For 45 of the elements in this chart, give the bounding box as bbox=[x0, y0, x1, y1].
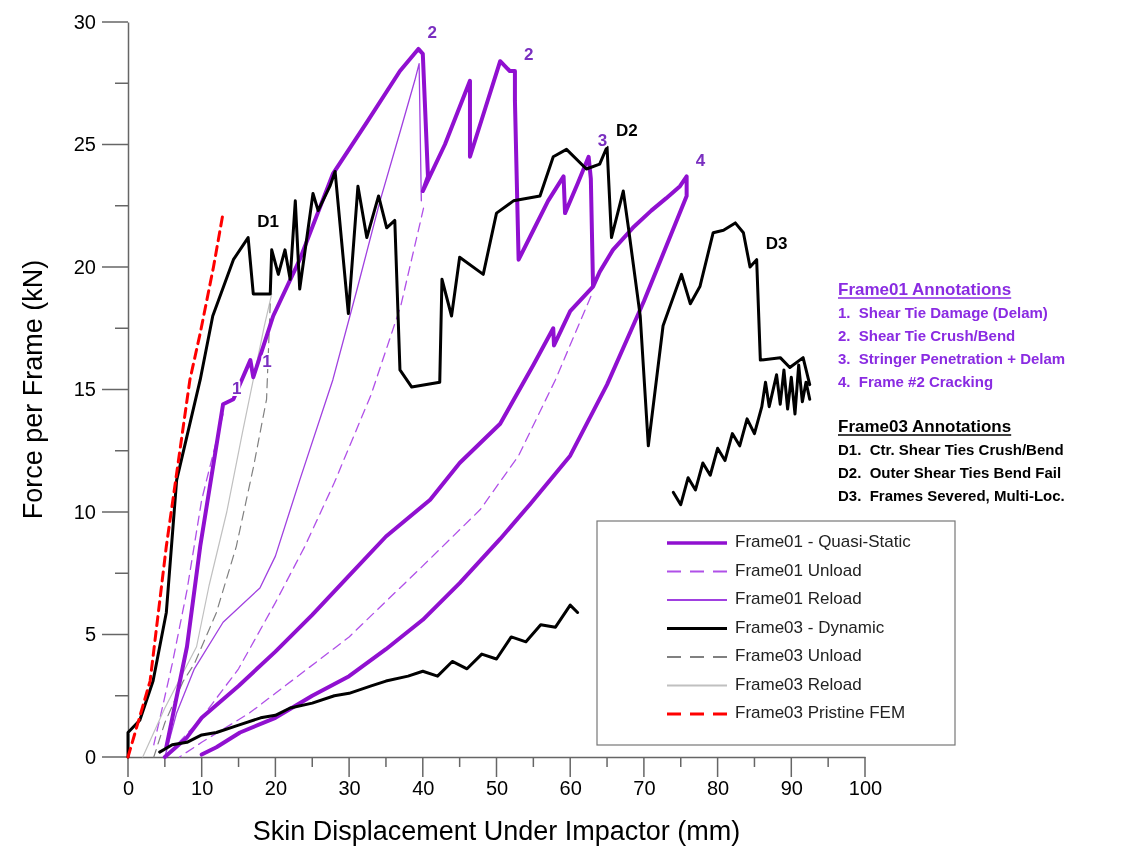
annotation: D1 bbox=[257, 212, 279, 232]
x-tick-label: 70 bbox=[633, 777, 656, 800]
x-tick-label: 100 bbox=[848, 777, 883, 800]
y-tick-label: 20 bbox=[73, 255, 96, 278]
legend-label: Frame03 - Dynamic bbox=[735, 617, 885, 637]
text: Frame03 Annotations bbox=[838, 417, 1012, 436]
annotation: D1. Ctr. Shear Ties Crush/Bend bbox=[838, 441, 1064, 458]
annotation: 4. Frame #2 Cracking bbox=[838, 373, 994, 390]
legend-label: Frame03 Pristine FEM bbox=[735, 703, 906, 723]
x-tick-label: 90 bbox=[780, 777, 803, 800]
annotation: 1 bbox=[232, 378, 242, 398]
annotation: D2. Outer Shear Ties Bend Fail bbox=[838, 464, 1062, 481]
y-tick-label: 10 bbox=[73, 500, 96, 523]
y-tick-label: 30 bbox=[73, 10, 96, 33]
annotation: 3 bbox=[597, 131, 608, 151]
legend-label: Frame03 Reload bbox=[735, 674, 862, 694]
x-tick-label: 80 bbox=[706, 777, 730, 800]
legend-label: Frame01 - Quasi-Static bbox=[735, 532, 912, 552]
annotation: 4 bbox=[695, 150, 706, 170]
annotation: 2. Shear Tie Crush/Bend bbox=[838, 327, 1016, 344]
x-tick-label: 0 bbox=[122, 777, 135, 800]
annotation: 2 bbox=[427, 23, 437, 43]
annotation: D3 bbox=[765, 234, 788, 254]
x-tick-label: 40 bbox=[412, 777, 435, 800]
x-tick-label: 50 bbox=[485, 777, 509, 800]
legend-label: Frame01 Reload bbox=[735, 589, 862, 609]
x-tick-label: 60 bbox=[559, 777, 582, 800]
annotation: 1. Shear Tie Damage (Delam) bbox=[838, 304, 1048, 321]
x-tick-label: 10 bbox=[191, 777, 214, 800]
legend-label: Frame01 Unload bbox=[735, 560, 862, 580]
x-tick-label: 20 bbox=[264, 777, 288, 800]
y-tick-label: 5 bbox=[84, 623, 96, 646]
annotation: D3. Frames Severed, Multi-Loc. bbox=[838, 487, 1065, 504]
y-tick-label: 15 bbox=[73, 378, 96, 401]
y-axis-title: Force per Frame (kN) bbox=[18, 259, 48, 520]
annotation: 2 bbox=[523, 45, 534, 65]
annotation: D2 bbox=[616, 121, 638, 141]
x-axis-title: Skin Displacement Under Impactor (mm) bbox=[252, 816, 741, 846]
y-tick-label: 25 bbox=[73, 133, 96, 156]
y-tick-label: 0 bbox=[84, 745, 96, 768]
legend-label: Frame03 Unload bbox=[735, 646, 862, 666]
annotation: 1 bbox=[262, 351, 272, 371]
annotation: 3. Stringer Penetration + Delam bbox=[838, 350, 1066, 367]
x-tick-label: 30 bbox=[338, 777, 361, 800]
text: Frame01 Annotations bbox=[838, 280, 1012, 299]
